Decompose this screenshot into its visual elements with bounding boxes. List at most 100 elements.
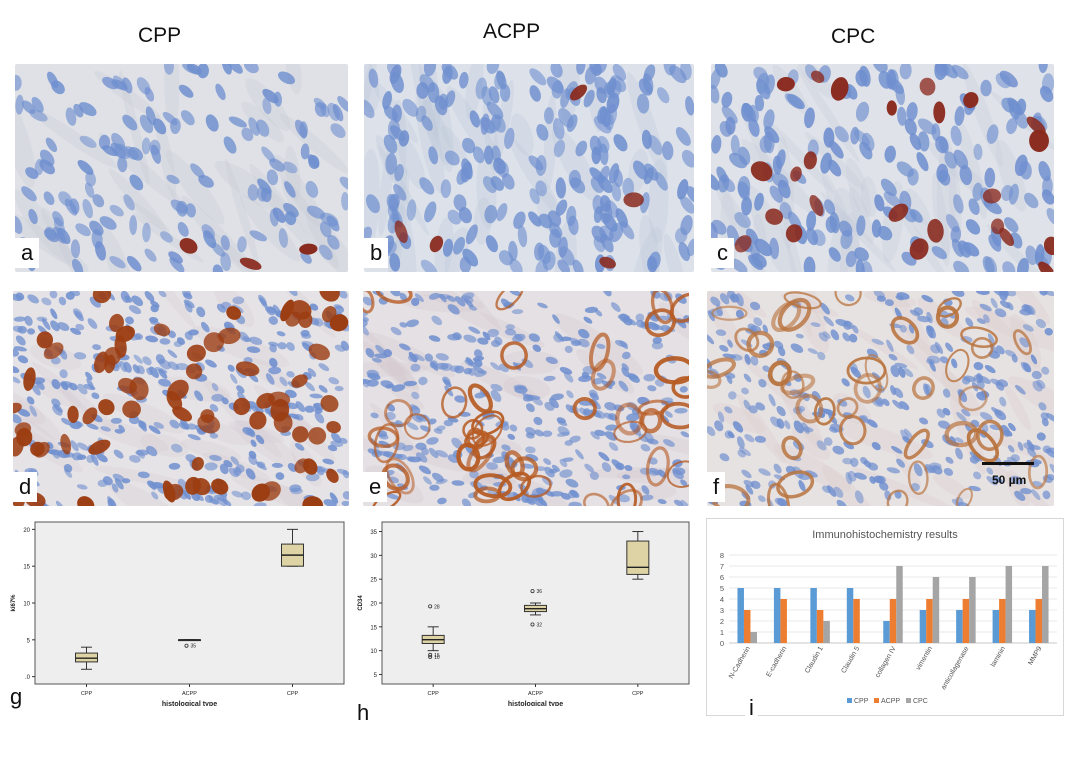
x-tick-label: MMP9 <box>1027 645 1043 666</box>
nucleus <box>604 402 617 411</box>
nucleus <box>114 478 124 490</box>
nucleus <box>647 385 657 392</box>
tissue-strand <box>845 158 871 218</box>
nucleus <box>686 186 694 203</box>
nucleus <box>75 323 85 331</box>
nucleus <box>743 399 751 410</box>
nucleus <box>136 77 151 95</box>
nucleus <box>1006 118 1018 135</box>
nucleus <box>158 291 167 298</box>
nucleus <box>822 331 831 339</box>
nucleus <box>21 186 37 202</box>
nucleus <box>1031 370 1042 380</box>
nucleus <box>231 490 243 498</box>
tissue-strand <box>30 108 119 169</box>
nucleus <box>596 343 606 349</box>
nucleus <box>982 256 995 272</box>
nucleus <box>776 405 786 417</box>
outlier-point <box>428 654 433 659</box>
nucleus <box>738 447 751 457</box>
nucleus <box>134 332 143 340</box>
nucleus <box>472 356 485 362</box>
nucleus <box>365 194 380 214</box>
nucleus <box>131 295 144 307</box>
nucleus <box>435 449 448 458</box>
nucleus <box>535 180 547 197</box>
stained-vessel <box>609 488 643 506</box>
nucleus <box>486 101 504 120</box>
nucleus <box>371 357 382 363</box>
nucleus <box>268 366 282 375</box>
nucleus <box>762 365 771 373</box>
nucleus <box>87 318 98 329</box>
stained-vessel <box>836 397 859 418</box>
nucleus <box>616 494 630 503</box>
nucleus <box>675 126 691 146</box>
stained-nucleus <box>599 256 616 269</box>
stained-vessel <box>776 470 815 499</box>
stained-vessel <box>495 291 524 311</box>
nucleus <box>318 385 328 393</box>
stained-nucleus <box>280 299 295 322</box>
panel-letter-i: i <box>745 695 758 721</box>
nucleus <box>451 437 463 449</box>
nucleus <box>957 502 970 506</box>
nucleus <box>1010 475 1024 485</box>
tissue-strand <box>225 158 260 269</box>
nucleus <box>496 70 507 90</box>
y-tick-label: 1 <box>720 628 724 637</box>
nucleus <box>1020 488 1032 495</box>
nucleus <box>633 160 648 180</box>
nucleus <box>183 299 195 309</box>
nucleus <box>648 135 663 156</box>
nucleus <box>370 412 379 419</box>
stained-vessel <box>707 357 736 379</box>
nucleus <box>55 500 64 506</box>
stained-vessel <box>976 419 1004 452</box>
nucleus <box>431 315 443 326</box>
bar-cpp <box>883 621 890 643</box>
nucleus <box>423 476 432 485</box>
nucleus <box>445 90 456 108</box>
nucleus <box>301 340 314 347</box>
nucleus <box>816 440 827 451</box>
nucleus <box>594 429 606 437</box>
nucleus <box>264 306 277 314</box>
nucleus <box>874 194 885 212</box>
nucleus <box>415 442 427 450</box>
nucleus <box>111 483 119 493</box>
nucleus <box>880 178 897 197</box>
nucleus <box>462 137 476 154</box>
stained-vessel <box>462 419 484 440</box>
nucleus <box>552 314 560 324</box>
nucleus <box>266 169 279 186</box>
nucleus <box>965 317 974 327</box>
nucleus <box>342 491 349 500</box>
tissue-strand <box>441 125 467 161</box>
stained-vessel <box>795 393 824 424</box>
nucleus <box>1046 208 1054 226</box>
nucleus <box>411 297 420 307</box>
nucleus <box>383 348 393 358</box>
nucleus <box>644 163 659 181</box>
nucleus <box>806 210 817 231</box>
nucleus <box>896 292 910 300</box>
nucleus <box>680 64 692 81</box>
nucleus <box>756 72 770 94</box>
nucleus <box>1002 261 1016 272</box>
nucleus <box>610 302 621 312</box>
nucleus <box>150 304 159 313</box>
nucleus <box>118 424 126 433</box>
nucleus <box>651 341 664 350</box>
outlier-point <box>184 643 189 648</box>
tissue-strand <box>783 214 811 272</box>
y-tick-label: 5 <box>720 584 724 593</box>
nucleus <box>385 152 398 175</box>
nucleus <box>482 331 491 341</box>
nucleus <box>589 471 599 480</box>
nucleus <box>484 204 498 224</box>
nucleus <box>890 365 900 378</box>
nucleus <box>144 248 157 262</box>
nucleus <box>778 179 791 199</box>
nucleus <box>859 141 873 160</box>
